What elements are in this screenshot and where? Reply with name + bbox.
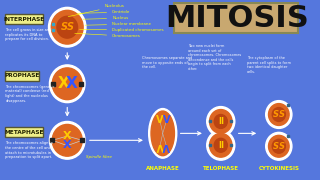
Circle shape (50, 65, 85, 103)
Circle shape (214, 138, 227, 152)
Circle shape (210, 110, 232, 133)
Text: X: X (66, 76, 78, 91)
Text: X: X (58, 76, 69, 91)
Text: ANAPHASE: ANAPHASE (146, 166, 180, 171)
Text: S: S (273, 142, 279, 151)
Text: Nucleolus: Nucleolus (68, 4, 124, 17)
Text: MITOSIS: MITOSIS (165, 4, 308, 33)
Text: Nuclear membrane: Nuclear membrane (85, 22, 151, 26)
Circle shape (57, 16, 77, 38)
FancyBboxPatch shape (5, 127, 43, 137)
Text: Chromosomes: Chromosomes (75, 33, 141, 38)
Circle shape (272, 139, 285, 153)
Circle shape (207, 130, 235, 160)
Text: Duplicated chromosomes: Duplicated chromosomes (79, 28, 164, 32)
Circle shape (50, 122, 85, 159)
Text: S: S (61, 22, 68, 32)
Text: The chromosomes (genetic
material) condense (red
light) and the nucleolus
disapp: The chromosomes (genetic material) conde… (5, 85, 55, 103)
Text: The cell grows in size and
replicates its DNA to
prepare for cell division.: The cell grows in size and replicates it… (5, 28, 52, 41)
Text: Spindle fibre: Spindle fibre (86, 155, 112, 159)
Text: S: S (67, 22, 74, 32)
Circle shape (268, 135, 289, 157)
Circle shape (214, 114, 227, 128)
Text: The cytoplasm of the
parent cell splits to form
two identical daughter
cells.: The cytoplasm of the parent cell splits … (247, 56, 291, 74)
Text: INTERPHASE: INTERPHASE (4, 17, 45, 22)
Circle shape (52, 124, 82, 156)
Text: Chromosomes separate and
move to opposite ends of
the cell.: Chromosomes separate and move to opposit… (142, 56, 192, 69)
Text: CYTOKINESIS: CYTOKINESIS (258, 166, 299, 171)
Text: S: S (279, 142, 284, 151)
FancyBboxPatch shape (5, 14, 43, 24)
Text: TELOPHASE: TELOPHASE (203, 166, 239, 171)
Text: V: V (156, 116, 164, 125)
Circle shape (266, 101, 292, 128)
Text: PROPHASE: PROPHASE (4, 73, 40, 78)
Text: S: S (273, 110, 279, 119)
Text: V: V (163, 141, 170, 151)
Circle shape (272, 108, 285, 122)
Circle shape (210, 133, 232, 157)
Circle shape (49, 7, 86, 47)
Ellipse shape (149, 109, 177, 158)
Circle shape (268, 104, 289, 125)
Text: X: X (63, 140, 72, 150)
Text: Two new nuclei form
around each set of
chromosomes. Chromosomes
decondense and t: Two new nuclei form around each set of c… (188, 44, 241, 71)
FancyBboxPatch shape (5, 71, 39, 81)
Text: X: X (63, 131, 72, 141)
Text: Centriole: Centriole (77, 10, 131, 14)
Ellipse shape (151, 111, 174, 156)
Text: Nucleus: Nucleus (83, 16, 128, 20)
Text: The chromosomes align in
the centre of the cell and
attach to microtubules in
pr: The chromosomes align in the centre of t… (5, 141, 53, 159)
Text: V: V (163, 116, 170, 125)
Text: S: S (279, 110, 284, 119)
Circle shape (51, 10, 83, 44)
Circle shape (52, 68, 82, 100)
FancyBboxPatch shape (174, 3, 299, 33)
Text: II: II (218, 117, 224, 126)
Text: V: V (156, 141, 164, 151)
Text: II: II (218, 141, 224, 150)
Text: METAPHASE: METAPHASE (4, 130, 44, 135)
Circle shape (266, 132, 292, 160)
Circle shape (207, 107, 235, 136)
